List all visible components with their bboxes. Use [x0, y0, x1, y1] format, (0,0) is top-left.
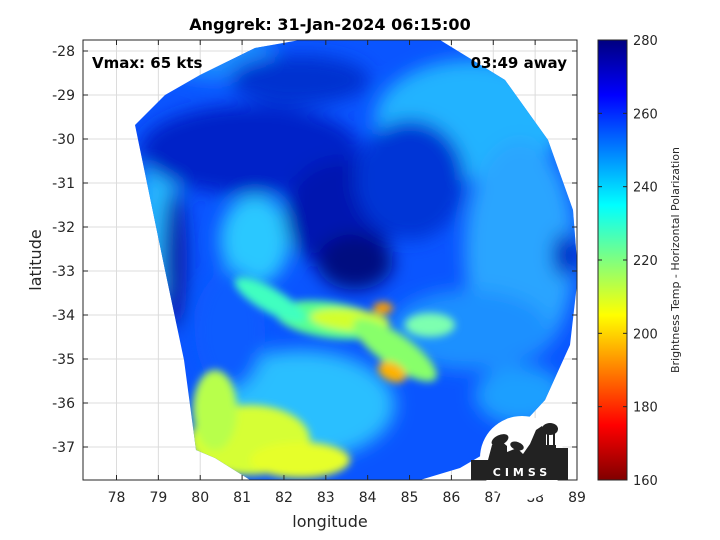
vmax-annotation: Vmax: 65 kts [92, 54, 202, 72]
colorbar-tick-label: 180 [633, 401, 658, 416]
y-tick-label: -32 [52, 220, 75, 236]
colorbar-tick-label: 240 [633, 181, 658, 196]
chart-title: Anggrek: 31-Jan-2024 06:15:00 [189, 15, 470, 34]
y-tick-label: -36 [52, 396, 75, 412]
x-tick-label: 84 [359, 490, 377, 506]
y-tick-label: -28 [52, 44, 75, 60]
colorbar-label: Brightness Temp - Horizontal Polarizatio… [669, 147, 682, 373]
y-tick-label: -34 [52, 308, 75, 324]
y-tick-label: -35 [52, 352, 75, 368]
colorbar-tick-label: 160 [633, 474, 658, 489]
x-tick-label: 80 [191, 490, 209, 506]
x-tick-label: 78 [108, 490, 126, 506]
y-tick-label: -29 [52, 88, 75, 104]
cimss-logo-text: CIMSS [493, 466, 551, 479]
colorbar-tick-label: 260 [633, 107, 658, 122]
x-tick-label: 82 [275, 490, 293, 506]
x-axis-label: longitude [292, 512, 367, 531]
plot-frame [82, 39, 578, 481]
x-tick-label: 79 [149, 490, 167, 506]
y-tick-label: -37 [52, 440, 75, 456]
time-away-annotation: 03:49 away [471, 54, 568, 72]
y-axis-label: latitude [26, 229, 45, 290]
y-axis: -28 -29 -30 -31 -32 -33 -34 -35 -36 -37 [52, 44, 577, 456]
x-tick-label: 89 [568, 490, 586, 506]
x-tick-label: 83 [317, 490, 335, 506]
x-tick-label: 86 [442, 490, 460, 506]
colorbar-tick-label: 220 [633, 254, 658, 269]
colorbar [597, 39, 628, 481]
cimss-logo: CIMSS [471, 416, 568, 500]
colorbar-tick-label: 280 [633, 34, 658, 49]
x-tick-label: 85 [401, 490, 419, 506]
y-tick-label: -33 [52, 264, 75, 280]
colorbar-ticks: 160 180 200 220 240 260 280 [598, 34, 658, 489]
y-tick-label: -30 [52, 132, 75, 148]
y-tick-label: -31 [52, 176, 75, 192]
x-tick-label: 87 [484, 490, 502, 506]
colorbar-tick-label: 200 [633, 327, 658, 342]
x-tick-label: 81 [233, 490, 251, 506]
